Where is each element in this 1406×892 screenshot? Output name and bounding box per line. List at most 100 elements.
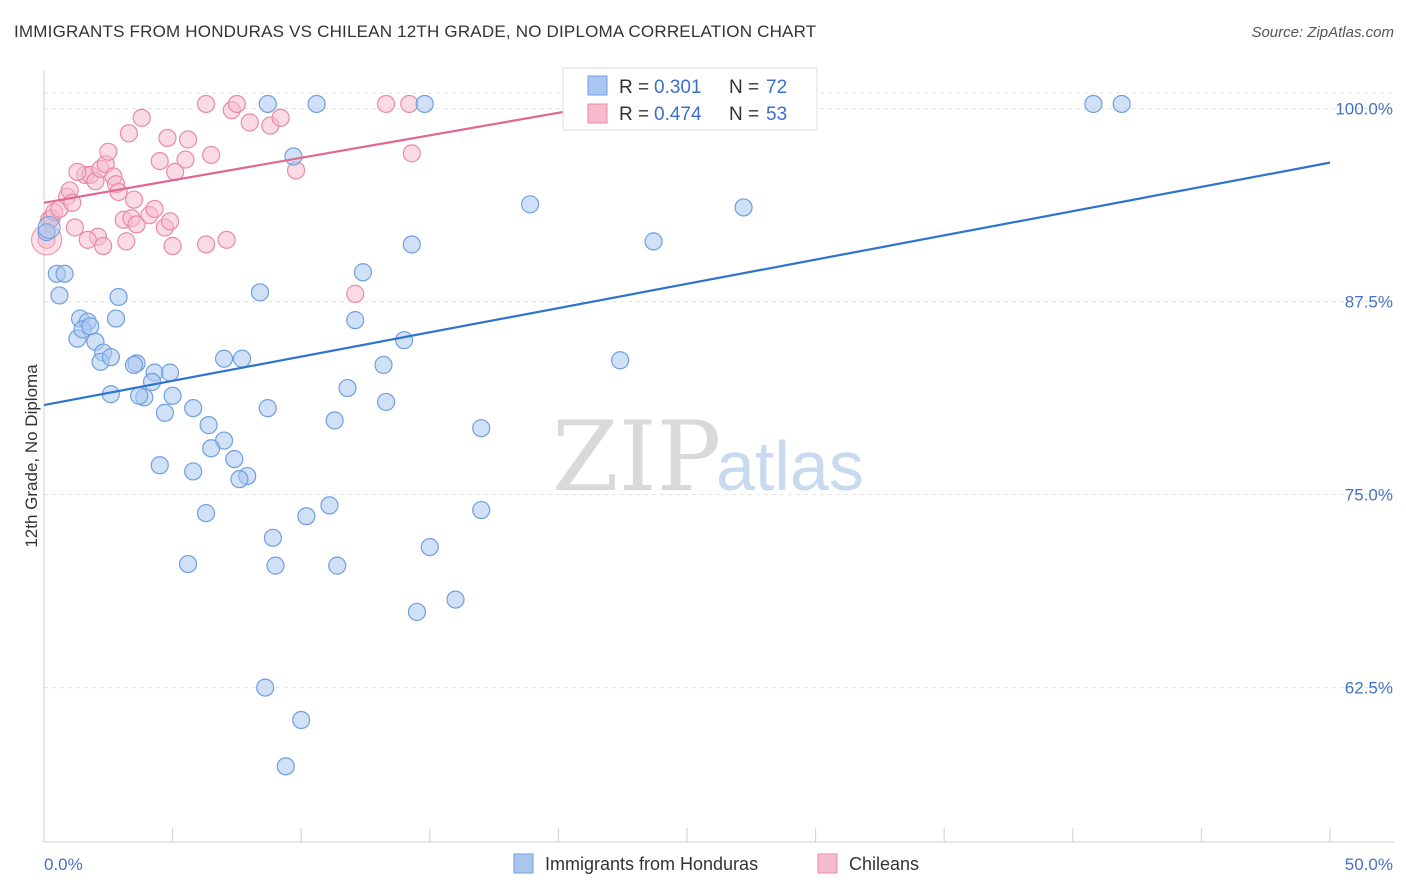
data-point: [734, 198, 753, 217]
data-point: [109, 287, 128, 307]
trend-line-honduras: [43, 161, 1331, 407]
data-point: [81, 317, 100, 336]
data-point: [158, 128, 177, 148]
data-point: [376, 94, 396, 114]
data-point: [145, 199, 164, 219]
data-point: [196, 235, 216, 254]
bottom-legend-label-chileans: Chileans: [849, 854, 919, 874]
data-point: [101, 348, 120, 367]
y-tick-label: 75.0%: [1345, 486, 1393, 505]
data-point: [202, 439, 221, 458]
stats-legend: R = 0.301 N = 72 R = 0.474 N = 53: [562, 67, 818, 131]
axes: [43, 70, 1394, 843]
data-point: [117, 232, 136, 251]
chart-title: IMMIGRANTS FROM HONDURAS VS CHILEAN 12TH…: [14, 22, 817, 41]
data-point: [521, 195, 540, 214]
data-point: [178, 130, 198, 149]
data-point: [284, 147, 303, 166]
data-point: [446, 590, 465, 609]
legend-n-label-honduras: N =: [729, 77, 759, 98]
data-point: [227, 94, 246, 114]
data-point: [271, 108, 290, 127]
data-point: [178, 554, 198, 574]
data-point: [106, 309, 126, 328]
data-point: [78, 230, 97, 249]
legend-swatch-honduras: [587, 75, 608, 96]
series-legend: Immigrants from Honduras Chileans: [513, 853, 919, 874]
data-point: [256, 678, 275, 697]
data-point: [320, 496, 339, 515]
series-chileans-points: [31, 94, 421, 303]
data-point: [150, 151, 169, 171]
bottom-legend-label-honduras: Immigrants from Honduras: [545, 854, 758, 874]
data-point: [163, 386, 182, 405]
y-tick-label: 100.0%: [1335, 100, 1393, 119]
x-tick-label-max: 50.0%: [1345, 855, 1393, 874]
legend-n-value-chileans: 53: [766, 104, 787, 125]
trend-lines: [43, 98, 1331, 407]
legend-swatch-chileans: [587, 103, 608, 124]
data-point: [68, 162, 87, 182]
data-point: [376, 392, 396, 412]
data-point: [99, 142, 118, 161]
data-point: [328, 556, 347, 575]
data-point: [225, 449, 244, 469]
data-point: [266, 556, 285, 575]
data-point: [232, 349, 252, 368]
data-point: [1084, 94, 1103, 114]
data-point: [217, 230, 236, 249]
data-point: [644, 232, 663, 251]
data-point: [155, 403, 174, 422]
data-point: [124, 355, 144, 375]
bottom-legend-swatch-chileans: [817, 853, 838, 874]
data-point: [214, 349, 234, 368]
data-point: [353, 263, 373, 282]
data-point: [94, 236, 113, 256]
data-point: [132, 108, 151, 127]
trend-line-chileans: [43, 98, 636, 204]
data-point: [1112, 94, 1131, 114]
y-axis-label: 12th Grade, No Diploma: [22, 364, 41, 548]
data-point: [196, 94, 216, 114]
bottom-legend-swatch-honduras: [513, 853, 534, 874]
data-point: [176, 150, 195, 169]
source-credit: Source: ZipAtlas.com: [1251, 24, 1394, 41]
data-point: [420, 537, 439, 557]
legend-r-label-chileans: R =: [619, 104, 649, 125]
data-point: [611, 351, 630, 370]
legend-r-value-chileans: 0.474: [654, 104, 702, 125]
legend-n-value-honduras: 72: [766, 77, 787, 98]
y-tick-label: 62.5%: [1345, 679, 1393, 698]
data-point: [199, 416, 218, 435]
series-honduras-points: [37, 94, 1131, 776]
data-point: [163, 236, 182, 256]
y-tick-label: 87.5%: [1345, 293, 1393, 312]
data-point: [55, 264, 74, 283]
data-point: [307, 94, 326, 114]
watermark: ZIP atlas: [552, 401, 864, 513]
data-point: [472, 419, 491, 438]
data-point: [400, 94, 419, 114]
y-tick-labels: 62.5% 75.0% 87.5% 100.0%: [1335, 100, 1393, 698]
watermark-atlas: atlas: [716, 427, 864, 505]
grid: [44, 92, 1394, 689]
data-point: [109, 182, 128, 202]
legend-n-label-chileans: N =: [729, 104, 759, 125]
data-point: [415, 94, 434, 114]
data-point: [258, 94, 277, 114]
data-point: [292, 710, 311, 730]
data-point: [402, 235, 421, 254]
data-point: [346, 311, 365, 330]
data-point: [184, 462, 203, 481]
data-point: [325, 411, 344, 430]
x-tick-label-min: 0.0%: [44, 855, 83, 874]
data-point: [250, 283, 270, 302]
data-point: [402, 144, 421, 163]
data-point: [276, 757, 295, 776]
data-point: [374, 355, 393, 375]
legend-r-label-honduras: R =: [619, 77, 649, 98]
data-point: [407, 602, 427, 622]
data-point: [127, 215, 146, 234]
data-point: [202, 145, 221, 165]
data-point: [65, 218, 84, 237]
